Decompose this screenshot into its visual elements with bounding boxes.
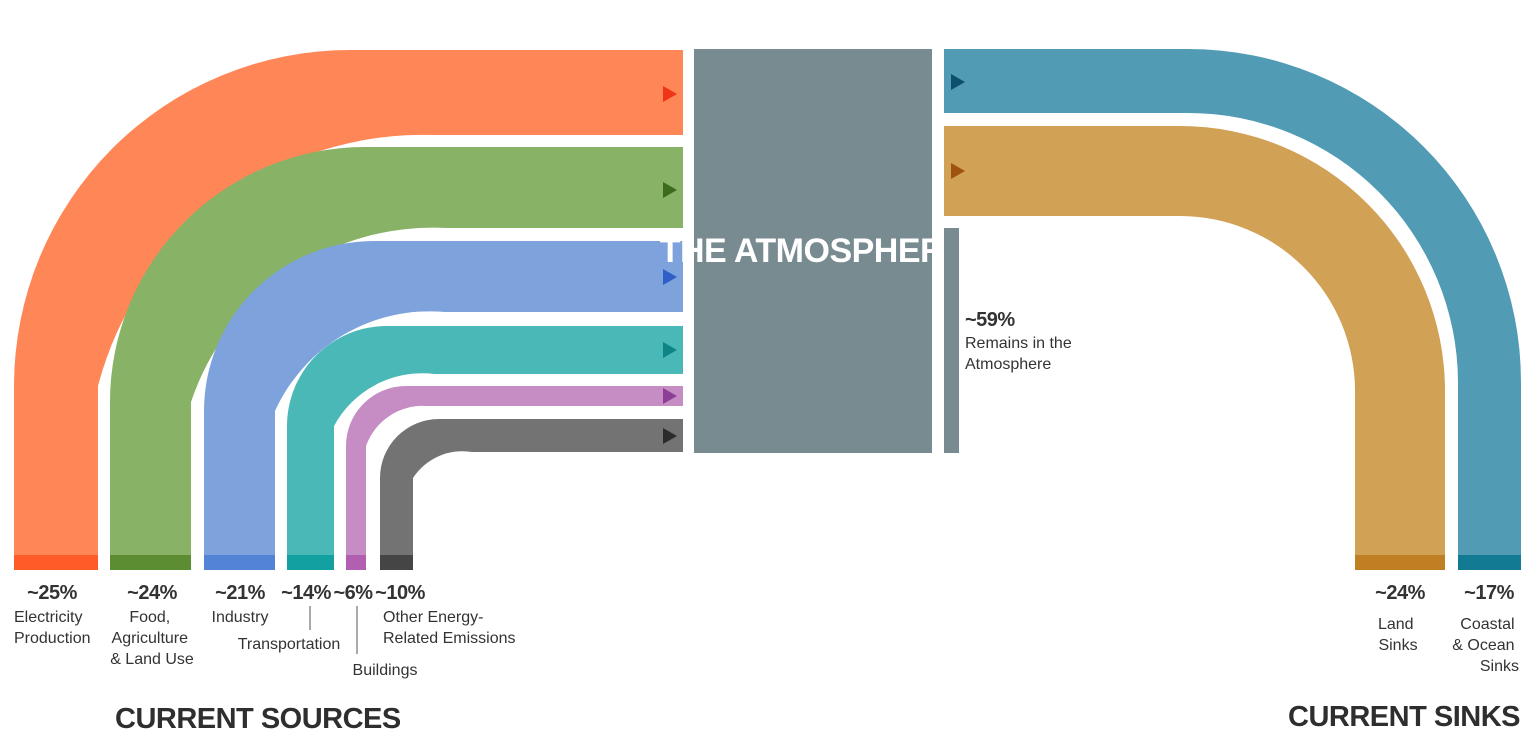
label-food-agriculture-land-use: ~24% Food, Agriculture & Land Use [110,582,194,668]
sink-flow-coastal-ocean [944,49,1521,555]
label-line: Agriculture [112,630,189,647]
name-transportation: Transportation [238,636,341,653]
name-other-energy-related-emissions: Other Energy- Related Emissions [383,609,516,647]
label-line: Production [14,630,91,647]
label-line: Land [1378,616,1414,633]
remains-bar [944,228,959,453]
percent-electricity-production: ~25% [27,582,77,604]
label-line: Coastal [1460,616,1514,633]
sink-flow-land [944,126,1445,555]
arrow-icon [663,428,677,444]
sources-heading: CURRENT SOURCES [115,703,401,735]
strip-buildings [346,555,366,570]
strip-industry [204,555,275,570]
source-arrows [663,86,677,444]
percent-industry: ~21% [215,582,265,604]
label-line: & Ocean [1452,637,1514,654]
atmosphere-block [694,49,932,453]
strip-electricity-production [14,555,98,570]
source-flow-food-agriculture-land-use [110,147,683,555]
name-coastal-ocean-sinks: Coastal & Ocean Sinks [1452,616,1519,675]
percent-remains: ~59% [965,309,1015,331]
arrow-icon [663,269,677,285]
source-flow-other-energy-related-emissions [380,419,683,555]
name-industry: Industry [212,609,269,626]
sink-strips [1355,555,1521,570]
name-electricity-production: Electricity Production [14,609,91,647]
name-buildings: Buildings [353,662,418,679]
arrow-icon [663,182,677,198]
label-line: Related Emissions [383,630,516,647]
percent-other-energy-related-emissions: ~10% [375,582,425,604]
label-line: Sinks [1378,637,1417,654]
label-line: Other Energy- [383,609,483,626]
arrow-icon [951,74,965,90]
strip-coastal-ocean-sinks [1458,555,1521,570]
strip-food-agriculture-land-use [110,555,191,570]
strip-transportation [287,555,334,570]
label-other-energy-related-emissions: ~10% Other Energy- Related Emissions [375,582,515,647]
label-buildings: ~6% Buildings [333,582,417,679]
percent-land-sinks: ~24% [1375,582,1425,604]
percent-buildings: ~6% [333,582,373,604]
label-line: Remains in the [965,335,1072,352]
percent-food-agriculture-land-use: ~24% [127,582,177,604]
arrow-icon [663,342,677,358]
sink-labels: ~24% Land Sinks ~17% Coastal & Ocean Sin… [1375,582,1519,675]
label-electricity-production: ~25% Electricity Production [14,582,91,647]
label-transportation: ~14% Transportation [238,582,341,653]
label-industry: ~21% Industry [212,582,269,626]
name-land-sinks: Land Sinks [1378,616,1418,654]
sink-flows [944,49,1521,555]
arrow-icon [663,388,677,404]
strip-other-energy-related-emissions [380,555,413,570]
source-flows [14,50,683,555]
source-flow-transportation [287,326,683,555]
arrow-icon [663,86,677,102]
label-land-sinks: ~24% Land Sinks [1375,582,1426,654]
label-line: Sinks [1480,658,1519,675]
source-flow-industry [204,241,683,555]
name-remains: Remains in the Atmosphere [965,335,1076,373]
source-flow-electricity-production [14,50,683,555]
sink-arrows [951,74,965,179]
source-strips [14,555,413,570]
strip-land-sinks [1355,555,1445,570]
percent-transportation: ~14% [281,582,331,604]
remains-label: ~59% Remains in the Atmosphere [965,309,1076,373]
label-line: Food, [129,609,170,626]
source-labels: ~25% Electricity Production ~24% Food, A… [14,582,516,679]
sinks-heading: CURRENT SINKS [1288,701,1520,733]
label-line: Atmosphere [965,356,1051,373]
label-coastal-ocean-sinks: ~17% Coastal & Ocean Sinks [1452,582,1519,675]
source-flow-buildings [346,386,683,555]
percent-coastal-ocean-sinks: ~17% [1464,582,1514,604]
label-line: & Land Use [110,651,194,668]
arrow-icon [951,163,965,179]
name-food-agriculture-land-use: Food, Agriculture & Land Use [110,609,194,668]
atmosphere-title: THE ATMOSPHERE [660,232,967,270]
label-line: Electricity [14,609,82,626]
